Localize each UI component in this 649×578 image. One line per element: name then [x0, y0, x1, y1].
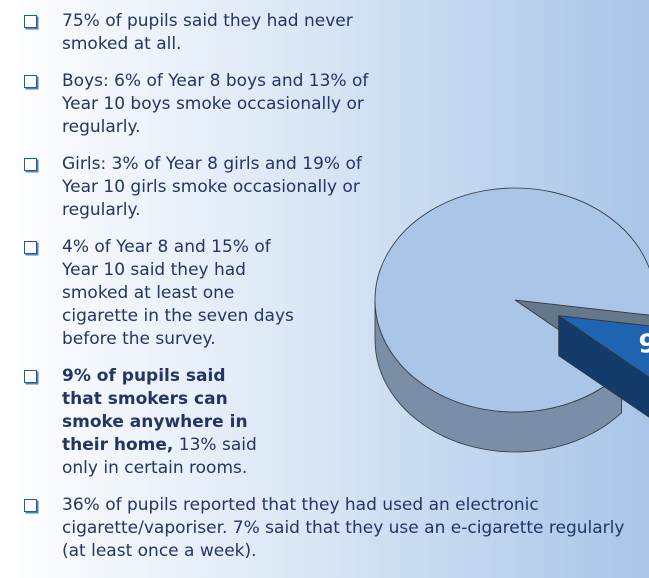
bullet: 4% of Year 8 and 15% of Year 10 said the… [0, 236, 302, 351]
bullet: 36% of pupils reported that they had use… [0, 494, 649, 563]
slice-part [558, 315, 649, 378]
bullet: Boys: 6% of Year 8 boys and 13% of Year … [0, 70, 632, 139]
pie-slice [558, 314, 649, 418]
bullet: Girls: 3% of Year 8 girls and 19% of Yea… [0, 153, 632, 222]
bullet: 9% of pupils said that smokers can smoke… [0, 365, 262, 480]
spacer [370, 204, 649, 462]
text: 13% said only in certain rooms. [62, 435, 257, 478]
bold-text: 9% of pupils said that smokers can smoke… [62, 366, 248, 455]
bullet: 75% of pupils said they had never smoked… [0, 10, 649, 56]
slice-label: 9% [639, 330, 649, 360]
